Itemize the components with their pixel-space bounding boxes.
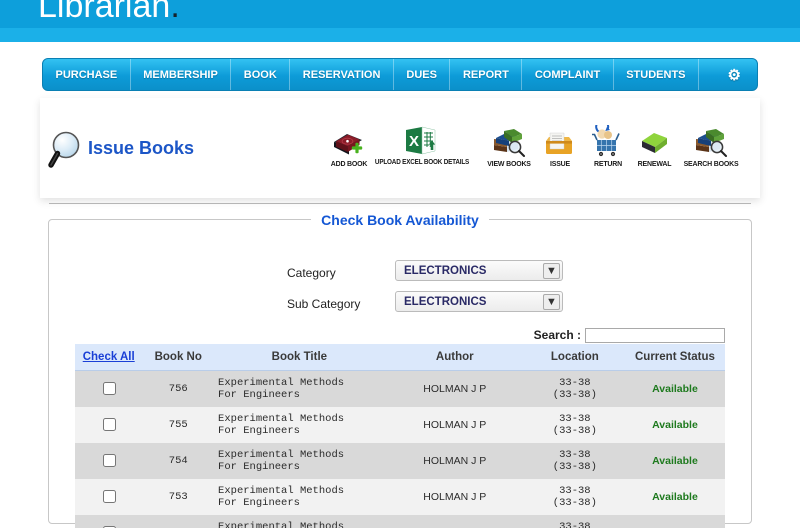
svg-text:X: X: [409, 133, 419, 150]
